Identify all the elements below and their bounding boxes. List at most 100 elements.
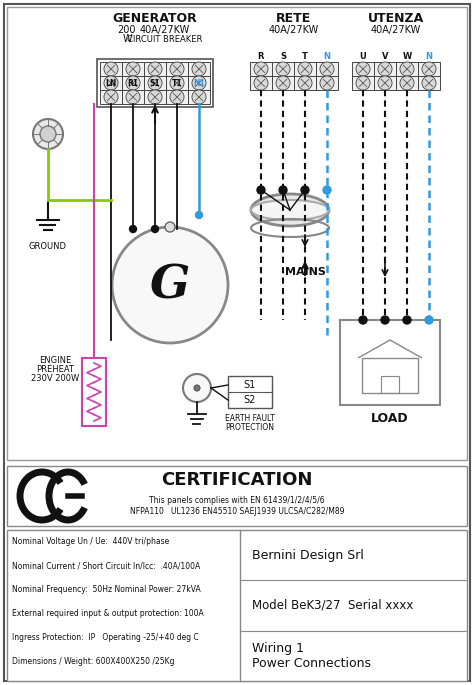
Bar — [396, 62, 418, 76]
Text: T: T — [302, 51, 308, 60]
Text: ENGINE: ENGINE — [39, 356, 71, 364]
Circle shape — [378, 76, 392, 90]
Bar — [144, 90, 166, 104]
Circle shape — [195, 212, 202, 219]
Text: 40A/27KW: 40A/27KW — [269, 25, 319, 35]
Circle shape — [183, 374, 211, 402]
Circle shape — [170, 76, 184, 90]
Circle shape — [104, 90, 118, 104]
Text: U: U — [360, 51, 366, 60]
Text: S: S — [280, 51, 286, 60]
Circle shape — [425, 316, 433, 324]
Bar — [250, 62, 272, 76]
Text: 200: 200 — [118, 25, 136, 35]
Text: UTENZA: UTENZA — [368, 12, 424, 25]
Bar — [144, 76, 166, 90]
Circle shape — [320, 62, 334, 76]
Text: Wiring 1
Power Connections: Wiring 1 Power Connections — [252, 642, 371, 670]
Bar — [294, 76, 316, 90]
Bar — [352, 76, 374, 90]
Bar — [374, 62, 396, 76]
Circle shape — [192, 90, 206, 104]
Text: Model BeK3/27  Serial xxxx: Model BeK3/27 Serial xxxx — [252, 599, 413, 612]
Bar — [381, 376, 399, 393]
Bar — [7, 466, 467, 526]
Circle shape — [129, 225, 137, 232]
Circle shape — [104, 62, 118, 76]
Circle shape — [192, 62, 206, 76]
Text: W: W — [402, 51, 411, 60]
Bar — [100, 76, 122, 90]
Circle shape — [254, 76, 268, 90]
Bar — [100, 62, 122, 76]
Bar — [122, 90, 144, 104]
Bar — [316, 76, 338, 90]
Circle shape — [381, 316, 389, 324]
Text: EARTH FAULT: EARTH FAULT — [225, 414, 275, 423]
Circle shape — [257, 186, 265, 194]
Circle shape — [148, 90, 162, 104]
Bar — [396, 76, 418, 90]
Text: R: R — [258, 51, 264, 60]
Text: 40A/27KW: 40A/27KW — [371, 25, 421, 35]
Circle shape — [323, 186, 331, 194]
Ellipse shape — [251, 194, 329, 226]
Text: S1: S1 — [244, 380, 256, 390]
Circle shape — [298, 62, 312, 76]
Circle shape — [301, 186, 309, 194]
Text: N: N — [323, 51, 330, 60]
Circle shape — [192, 76, 206, 90]
Circle shape — [152, 225, 158, 232]
Bar — [316, 62, 338, 76]
Text: Ingress Protection:  IP   Operating -25/+40 deg C: Ingress Protection: IP Operating -25/+40… — [12, 634, 199, 643]
Text: CIRCUIT BREAKER: CIRCUIT BREAKER — [128, 34, 203, 44]
Bar — [7, 530, 467, 681]
Circle shape — [378, 62, 392, 76]
Bar — [166, 76, 188, 90]
Bar — [166, 90, 188, 104]
Bar — [97, 59, 213, 107]
Text: MAINS: MAINS — [284, 267, 326, 277]
Text: Nominal Voltage Un / Ue:  440V tri/phase: Nominal Voltage Un / Ue: 440V tri/phase — [12, 538, 169, 547]
Text: S1: S1 — [150, 79, 160, 88]
Text: G: G — [150, 262, 190, 308]
Bar — [418, 62, 440, 76]
Bar — [228, 376, 272, 408]
Text: V: V — [382, 51, 388, 60]
Circle shape — [279, 186, 287, 194]
Circle shape — [126, 90, 140, 104]
Text: S2: S2 — [244, 395, 256, 405]
Bar — [122, 62, 144, 76]
Bar — [100, 90, 122, 104]
Circle shape — [276, 62, 290, 76]
Circle shape — [356, 76, 370, 90]
Bar — [166, 62, 188, 76]
Circle shape — [254, 62, 268, 76]
Bar — [374, 76, 396, 90]
Circle shape — [194, 385, 200, 391]
Text: GENERATOR: GENERATOR — [113, 12, 197, 25]
Text: Bernini Design Srl: Bernini Design Srl — [252, 549, 364, 562]
Circle shape — [276, 76, 290, 90]
Bar — [188, 90, 210, 104]
Bar — [418, 76, 440, 90]
Text: This panels complies with EN 61439/1/2/4/5/6: This panels complies with EN 61439/1/2/4… — [149, 495, 325, 504]
Bar — [82, 358, 106, 426]
Circle shape — [148, 62, 162, 76]
Circle shape — [298, 76, 312, 90]
Circle shape — [359, 316, 367, 324]
Bar — [352, 62, 374, 76]
Text: GROUND: GROUND — [29, 242, 67, 251]
Bar — [250, 76, 272, 90]
Circle shape — [126, 76, 140, 90]
Text: W: W — [122, 34, 132, 44]
Circle shape — [170, 62, 184, 76]
Bar — [188, 76, 210, 90]
Circle shape — [422, 62, 436, 76]
Text: Dimensions / Weight: 600X400X250 /25Kg: Dimensions / Weight: 600X400X250 /25Kg — [12, 658, 174, 667]
Circle shape — [148, 76, 162, 90]
Bar — [144, 62, 166, 76]
Bar — [340, 320, 440, 405]
Bar — [272, 62, 294, 76]
Text: External required input & output protection: 100A: External required input & output protect… — [12, 610, 204, 619]
